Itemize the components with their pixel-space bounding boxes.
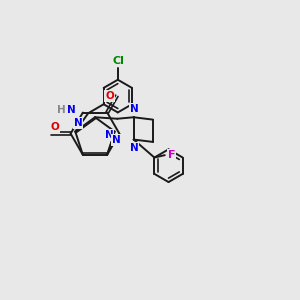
Text: O: O [50, 122, 59, 132]
Text: N: N [74, 118, 82, 128]
Text: F: F [168, 150, 176, 160]
Text: N: N [67, 105, 76, 115]
Text: H: H [57, 105, 66, 115]
Text: N: N [112, 135, 121, 145]
Text: N: N [105, 130, 113, 140]
Text: Cl: Cl [112, 56, 124, 66]
Text: N: N [130, 104, 139, 114]
Text: N: N [130, 143, 139, 153]
Text: O: O [105, 91, 114, 101]
